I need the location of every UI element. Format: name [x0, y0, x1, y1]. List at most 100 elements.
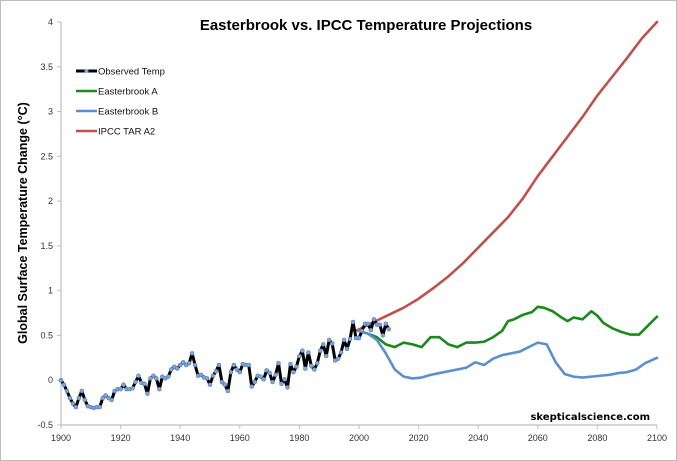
observed-point [133, 379, 138, 385]
observed-point [76, 395, 82, 401]
y-axis-label: Global Surface Temperature Change (°C) [16, 102, 30, 344]
observed-point [377, 322, 383, 327]
x-tick-label: 2080 [587, 433, 607, 443]
observed-point [166, 374, 171, 379]
observed-point [267, 370, 272, 376]
observed-point [103, 393, 108, 398]
x-tick-label: 1920 [111, 433, 131, 443]
observed-point [136, 373, 141, 378]
legend-marker [84, 69, 89, 73]
y-tick-label: 1 [48, 286, 53, 296]
observed-point [177, 362, 183, 368]
observed-point [258, 374, 263, 379]
observed-point [148, 376, 153, 381]
observed-point [97, 404, 102, 410]
observed-point [222, 382, 228, 387]
observed-point [169, 367, 174, 372]
observed-point [219, 379, 225, 385]
observed-point [198, 372, 204, 378]
observed-point [252, 379, 257, 385]
observed-point [234, 367, 240, 372]
series-line-easterbrook-a [357, 305, 659, 349]
observed-point [249, 384, 254, 389]
observed-point [237, 369, 243, 375]
observed-point [192, 362, 198, 368]
legend: Observed Temp Easterbrook A Easterbrook B I… [76, 67, 165, 138]
observed-point [174, 366, 180, 371]
observed-point [264, 368, 269, 373]
chart-title: Easterbrook vs. IPCC Temperature Project… [200, 17, 532, 34]
legend-label-easterbrook-b: Easterbrook B [98, 107, 158, 118]
observed-point [207, 382, 213, 387]
y-tick-label: 3 [48, 107, 53, 117]
observed-point [371, 317, 377, 322]
x-tick-label: 1940 [170, 433, 190, 443]
series-line-observed-temp [59, 317, 391, 410]
legend-label-observed-temp: Observed Temp [98, 67, 165, 78]
observed-point [130, 386, 135, 391]
observed-point [306, 350, 311, 355]
observed-point [61, 382, 67, 387]
observed-point [142, 381, 147, 387]
observed-point [282, 377, 287, 382]
observed-point [273, 372, 278, 378]
observed-point [67, 395, 73, 401]
y-ticks: -0.5 0 0.5 1 1.5 2 2.5 3 3.5 4 [37, 17, 61, 430]
x-tick-label: 1900 [51, 433, 71, 443]
observed-point [309, 363, 314, 369]
observed-point [154, 376, 159, 381]
observed-point [180, 360, 186, 365]
observed-point [210, 373, 216, 378]
observed-point [303, 366, 308, 371]
observed-point [121, 382, 126, 387]
observed-point [347, 336, 353, 342]
observed-point [320, 342, 326, 347]
observed-point [329, 341, 335, 346]
observed-point [294, 364, 299, 370]
observed-point [276, 360, 281, 366]
observed-point [109, 397, 114, 403]
observed-point [73, 404, 79, 410]
observed-point [186, 360, 192, 366]
observed-point [297, 353, 302, 359]
observed-point [341, 337, 347, 343]
observed-point [213, 369, 219, 374]
legend-label-ipcc-tar-a2: IPCC TAR A2 [98, 127, 155, 138]
observed-point [82, 397, 88, 403]
observed-point [383, 321, 389, 327]
y-tick-label: 0 [48, 375, 53, 385]
y-tick-label: 0.5 [40, 330, 53, 340]
x-tick-label: 2040 [468, 433, 488, 443]
y-tick-label: 2 [48, 196, 53, 206]
observed-point [315, 360, 320, 366]
x-tick-label: 1960 [230, 433, 250, 443]
observed-point [285, 385, 290, 390]
observed-point [350, 319, 356, 325]
y-tick-label: 1.5 [40, 241, 53, 251]
observed-point [225, 388, 231, 394]
watermark: skepticalscience.com [530, 412, 650, 423]
observed-point [326, 337, 332, 343]
y-tick-label: 2.5 [40, 151, 53, 161]
x-tick-label: 2060 [528, 433, 548, 443]
observed-point [58, 377, 64, 383]
x-tick-label: 2000 [349, 433, 369, 443]
observed-point [261, 377, 266, 382]
observed-point [359, 328, 365, 334]
observed-point [79, 388, 85, 394]
observed-point [335, 356, 341, 361]
series-line-ipcc-tar-a2 [354, 20, 659, 333]
observed-point [151, 373, 156, 378]
x-tick-label: 2100 [647, 433, 667, 443]
observed-point [368, 327, 374, 333]
observed-point [344, 346, 350, 352]
observed-point [291, 369, 296, 375]
observed-point [100, 395, 105, 401]
legend-label-easterbrook-a: Easterbrook A [98, 87, 158, 98]
observed-point [318, 348, 323, 353]
observed-point [216, 362, 222, 368]
observed-point [300, 348, 305, 353]
observed-point [380, 333, 386, 338]
